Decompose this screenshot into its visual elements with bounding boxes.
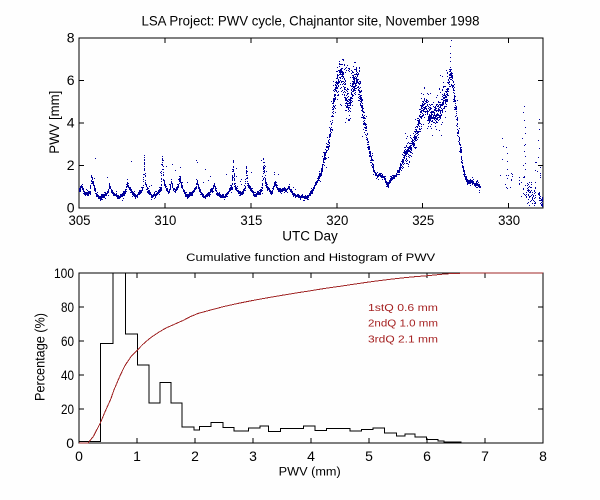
svg-text:7: 7 bbox=[481, 448, 489, 464]
svg-text:6: 6 bbox=[67, 72, 75, 88]
svg-text:325: 325 bbox=[412, 212, 434, 228]
svg-text:2: 2 bbox=[67, 157, 75, 173]
svg-text:100: 100 bbox=[54, 265, 74, 281]
svg-text:Cumulative function and Histog: Cumulative function and Histogram of PWV bbox=[186, 252, 436, 264]
svg-text:60: 60 bbox=[61, 333, 74, 349]
svg-text:2ndQ 1.0 mm: 2ndQ 1.0 mm bbox=[368, 319, 438, 330]
svg-text:40: 40 bbox=[61, 367, 74, 383]
svg-text:3: 3 bbox=[249, 448, 257, 464]
svg-text:8: 8 bbox=[539, 448, 547, 464]
svg-text:LSA Project: PWV cycle, Chajna: LSA Project: PWV cycle, Chajnantor site,… bbox=[142, 13, 480, 29]
svg-text:305: 305 bbox=[69, 212, 91, 228]
svg-text:3rdQ 2.1 mm: 3rdQ 2.1 mm bbox=[368, 334, 438, 345]
svg-text:20: 20 bbox=[61, 401, 74, 417]
svg-text:4: 4 bbox=[67, 115, 75, 131]
svg-text:0: 0 bbox=[66, 435, 74, 451]
svg-text:PWV [mm]: PWV [mm] bbox=[47, 91, 62, 154]
svg-text:80: 80 bbox=[61, 299, 74, 315]
svg-text:2: 2 bbox=[191, 448, 199, 464]
svg-text:0: 0 bbox=[67, 200, 75, 216]
svg-text:Percentage (%): Percentage (%) bbox=[33, 313, 48, 401]
svg-text:PWV (mm): PWV (mm) bbox=[279, 466, 341, 478]
svg-text:4: 4 bbox=[307, 448, 315, 464]
svg-text:5: 5 bbox=[365, 448, 373, 464]
svg-text:330: 330 bbox=[498, 212, 520, 228]
svg-text:8: 8 bbox=[67, 30, 75, 46]
svg-text:6: 6 bbox=[423, 448, 431, 464]
svg-text:1: 1 bbox=[133, 448, 141, 464]
svg-text:1stQ 0.6 mm: 1stQ 0.6 mm bbox=[368, 303, 438, 314]
svg-text:UTC Day: UTC Day bbox=[282, 229, 338, 244]
svg-text:310: 310 bbox=[154, 212, 176, 228]
svg-text:315: 315 bbox=[240, 212, 262, 228]
svg-text:320: 320 bbox=[326, 212, 348, 228]
svg-text:0: 0 bbox=[75, 448, 83, 464]
